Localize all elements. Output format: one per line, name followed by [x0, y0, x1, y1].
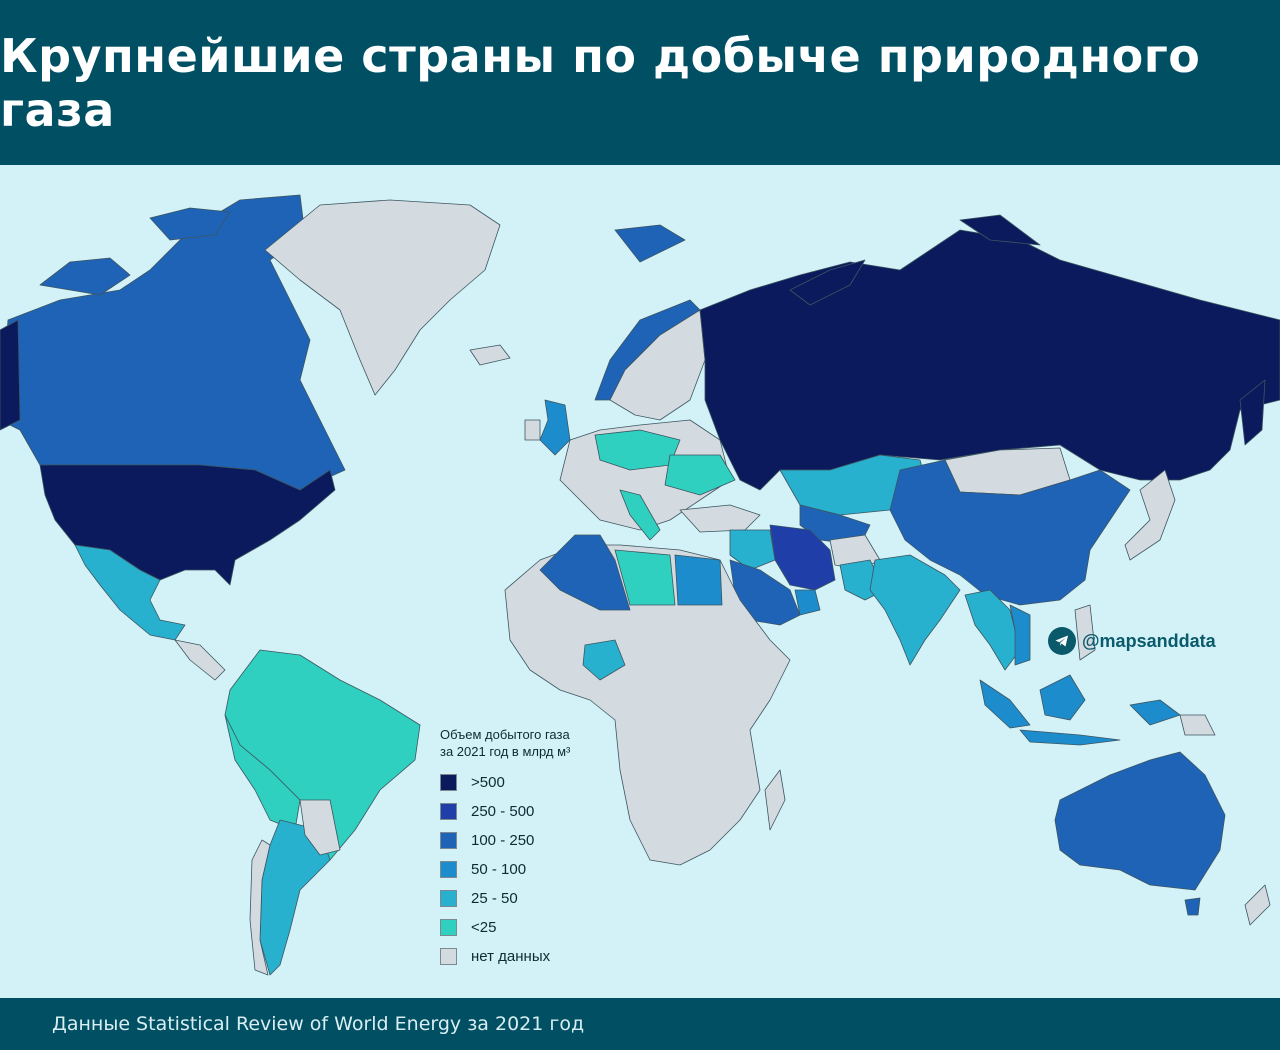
region-russia-arctic — [789, 259, 866, 306]
region-central-america — [174, 639, 226, 681]
legend-rows: >500 250 - 500 100 - 250 50 - 100 25 - 50 <25… — [440, 768, 640, 971]
region-ukraine — [664, 454, 736, 496]
legend-label: 100 - 250 — [471, 832, 535, 849]
region-mexico — [74, 544, 186, 641]
legend-swatch — [440, 803, 457, 820]
header-banner: Крупнейшие страны по добыче природного г… — [0, 0, 1280, 165]
world-map — [0, 165, 1280, 998]
region-russia-arctic-2 — [959, 214, 1041, 246]
region-nigeria — [582, 639, 626, 681]
region-middle-east — [729, 529, 776, 571]
legend-item: <25 — [440, 913, 640, 942]
region-svalbard — [614, 224, 686, 263]
region-russia-east — [1239, 379, 1266, 446]
legend-title: Объем добытого газа за 2021 год в млрд м… — [440, 726, 640, 760]
region-algeria — [539, 534, 631, 611]
legend-swatch — [440, 919, 457, 936]
region-gulf — [794, 589, 821, 616]
region-greenland — [264, 199, 501, 396]
region-iran — [769, 524, 836, 591]
region-iceland — [469, 344, 511, 366]
region-paraguay-uruguay — [299, 799, 341, 856]
region-png — [1179, 714, 1216, 736]
region-japan — [1124, 469, 1176, 561]
region-uk — [539, 399, 571, 456]
telegram-icon — [1048, 627, 1076, 655]
region-tasmania — [1184, 897, 1201, 916]
legend-label: 25 - 50 — [471, 890, 518, 907]
region-southeast-asia — [964, 589, 1021, 671]
legend-title-line-1: Объем добытого газа — [440, 727, 570, 742]
legend-label: <25 — [471, 919, 497, 936]
legend-swatch — [440, 948, 457, 965]
map-legend: Объем добытого газа за 2021 год в млрд м… — [440, 726, 640, 971]
region-usa-alaska — [0, 319, 21, 431]
world-map-svg — [0, 194, 1280, 976]
region-borneo — [1039, 674, 1086, 721]
region-russia — [699, 229, 1280, 491]
region-india — [869, 554, 961, 666]
legend-item: нет данных — [440, 942, 640, 971]
legend-swatch — [440, 890, 457, 907]
region-new-zealand — [1244, 884, 1271, 926]
source-note: Данные Statistical Review of World Energ… — [52, 1013, 585, 1035]
legend-item: 50 - 100 — [440, 855, 640, 884]
legend-swatch — [440, 774, 457, 791]
legend-item: 25 - 50 — [440, 884, 640, 913]
watermark-handle-text: @mapsanddata — [1082, 630, 1216, 651]
region-madagascar — [764, 769, 786, 831]
legend-label: >500 — [471, 774, 505, 791]
region-canada-arctic-2 — [149, 207, 231, 241]
region-java — [1019, 729, 1121, 746]
legend-swatch — [440, 832, 457, 849]
region-africa — [504, 544, 791, 866]
region-egypt — [674, 554, 723, 606]
region-china — [889, 459, 1131, 606]
telegram-plane-glyph — [1055, 635, 1068, 647]
legend-label: нет данных — [471, 948, 551, 965]
region-new-guinea — [1129, 699, 1181, 726]
region-vietnam — [1009, 604, 1031, 666]
region-indonesia — [979, 679, 1031, 729]
legend-item: 100 - 250 — [440, 826, 640, 855]
region-italy — [619, 489, 661, 541]
legend-label: 250 - 500 — [471, 803, 535, 820]
region-libya — [614, 549, 676, 606]
legend-item: 250 - 500 — [440, 797, 640, 826]
legend-item: >500 — [440, 768, 640, 797]
footer-banner: Данные Statistical Review of World Energ… — [0, 998, 1280, 1050]
legend-label: 50 - 100 — [471, 861, 527, 878]
legend-swatch — [440, 861, 457, 878]
region-ireland — [524, 419, 541, 441]
watermark-handle: @mapsanddata — [1048, 627, 1216, 655]
map-title: Крупнейшие страны по добыче природного г… — [0, 28, 1201, 137]
region-chile — [249, 839, 271, 976]
region-canada-arctic — [39, 257, 131, 296]
legend-title-line-2: за 2021 год в млрд м³ — [440, 744, 571, 759]
region-philippines — [1074, 604, 1096, 661]
region-australia — [1054, 751, 1226, 891]
region-turkey — [679, 504, 761, 533]
